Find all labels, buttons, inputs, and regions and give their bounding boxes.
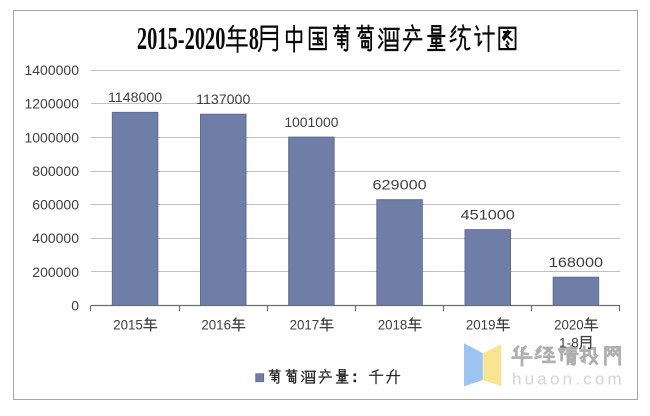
- svg-text:8: 8: [249, 20, 259, 56]
- svg-text:2019: 2019: [466, 316, 496, 332]
- svg-text:1137000: 1137000: [196, 91, 250, 107]
- svg-text:0: 0: [71, 298, 79, 314]
- svg-text:629000: 629000: [372, 176, 426, 192]
- svg-text:huaon.com: huaon.com: [512, 370, 625, 389]
- svg-text:1148000: 1148000: [108, 89, 162, 105]
- svg-text:200000: 200000: [32, 264, 79, 280]
- svg-text:800000: 800000: [32, 163, 79, 179]
- svg-text:2015: 2015: [113, 316, 143, 332]
- svg-text:1000000: 1000000: [24, 129, 79, 145]
- svg-text:2015-2020: 2015-2020: [137, 20, 226, 56]
- svg-text:451000: 451000: [461, 206, 515, 222]
- svg-text:168000: 168000: [549, 254, 603, 270]
- svg-text:1-8: 1-8: [559, 335, 579, 351]
- svg-text:2020: 2020: [554, 316, 584, 332]
- svg-text:2017: 2017: [290, 316, 320, 332]
- svg-text:400000: 400000: [32, 230, 79, 246]
- svg-text:600000: 600000: [32, 197, 79, 213]
- svg-text:2018: 2018: [378, 316, 408, 332]
- svg-text:1400000: 1400000: [24, 62, 79, 78]
- svg-text:2016: 2016: [201, 316, 231, 332]
- svg-text:1200000: 1200000: [24, 96, 79, 112]
- svg-text:1001000: 1001000: [284, 114, 338, 130]
